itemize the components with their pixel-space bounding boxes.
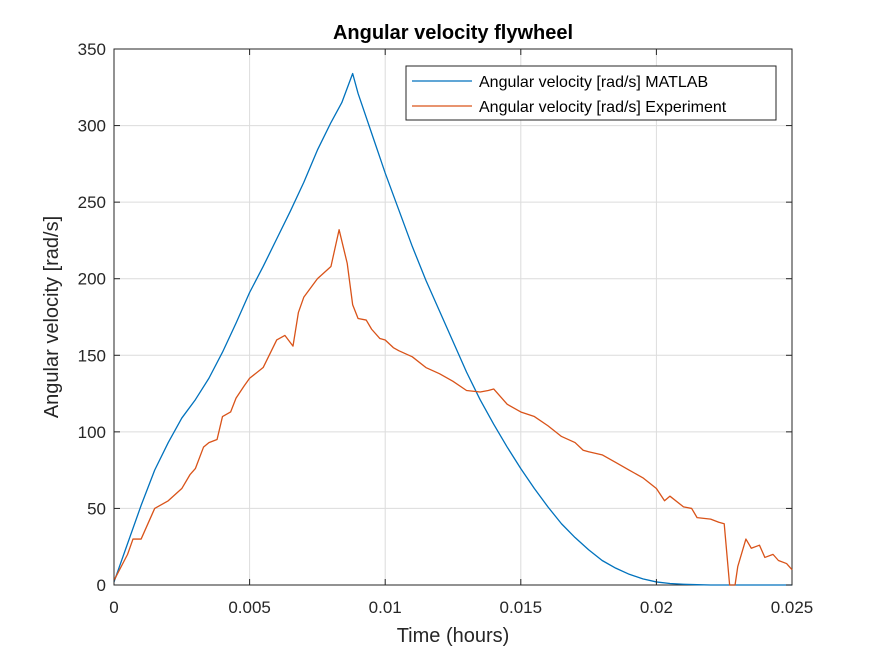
y-axis-label: Angular velocity [rad/s] <box>41 216 63 418</box>
x-axis-label: Time (hours) <box>397 625 510 647</box>
legend-label-matlab: Angular velocity [rad/s] MATLAB <box>479 74 708 91</box>
x-tick-label: 0.02 <box>640 598 673 617</box>
y-tick-label: 200 <box>78 270 106 289</box>
grid <box>113 48 793 586</box>
x-tick-label: 0.015 <box>500 598 543 617</box>
series-line-experiment <box>113 229 793 586</box>
legend: Angular velocity [rad/s] MATLAB Angular … <box>405 65 777 121</box>
y-tick-label: 0 <box>97 576 106 595</box>
series-line-matlab <box>113 72 792 586</box>
y-tick-label: 150 <box>78 346 106 365</box>
axis-ticks: 0 0.005 0.01 0.015 0.02 0.025 0 50 100 150 200 250 3… <box>78 40 814 617</box>
legend-label-experiment: Angular velocity [rad/s] Experiment <box>479 99 727 116</box>
series-layer <box>113 72 793 586</box>
x-tick-label: 0 <box>109 598 118 617</box>
y-tick-label: 250 <box>78 193 106 212</box>
chart-title: Angular velocity flywheel <box>333 22 573 44</box>
x-tick-label: 0.005 <box>228 598 271 617</box>
y-tick-label: 300 <box>78 117 106 136</box>
x-tick-label: 0.025 <box>771 598 814 617</box>
y-tick-label: 350 <box>78 40 106 59</box>
plot-frame <box>113 48 793 586</box>
x-tick-label: 0.01 <box>369 598 402 617</box>
legend-box <box>405 65 777 121</box>
y-tick-label: 100 <box>78 423 106 442</box>
y-tick-label: 50 <box>87 499 106 518</box>
